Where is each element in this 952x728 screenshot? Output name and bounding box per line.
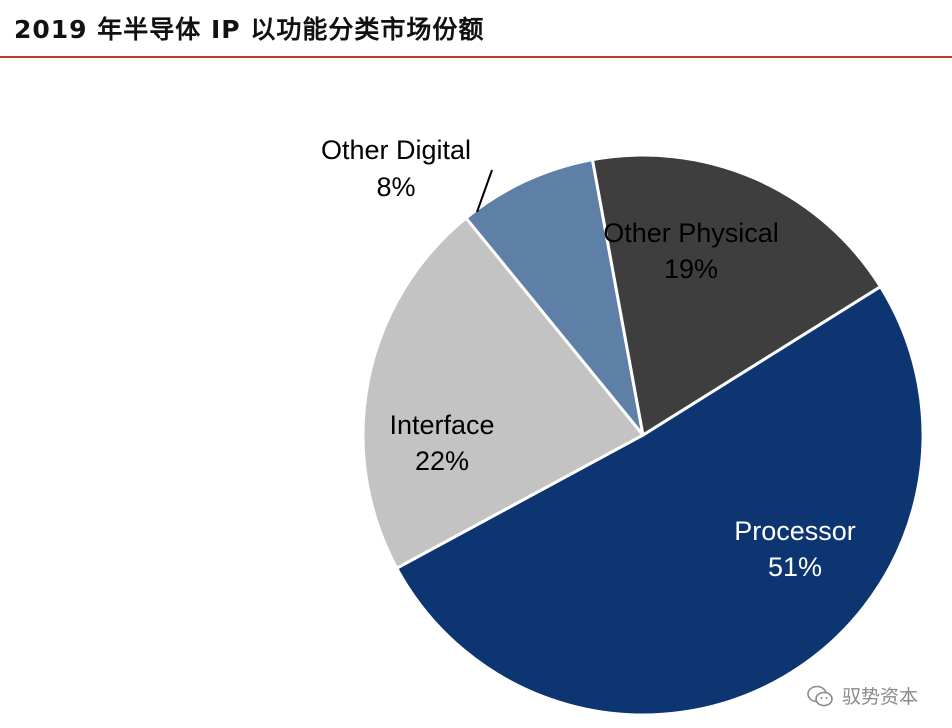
other-digital-leader-line [476,169,493,213]
slice-value-interface: 22% [415,446,469,476]
pie-slice-processor [394,284,925,717]
title-divider [0,56,952,58]
pie-slice-other-digital [463,157,645,436]
slice-label-interface: Interface [389,410,494,440]
slice-value-other-physical: 19% [664,254,718,284]
slice-value-other-digital: 8% [376,172,415,202]
slice-label-other-physical: Other Physical [603,218,779,248]
pie-slice-other-physical [590,153,883,438]
pie-slices [361,153,925,717]
watermark-text: 驭势资本 [842,686,919,708]
wechat-icon [807,685,833,706]
slice-label-processor: Processor [734,516,856,546]
watermark: 驭势资本 [806,682,918,709]
pie-labels: Processor 51% Interface 22% Other Digital 8% O… [321,135,856,582]
chart-title: 2019 年半导体 IP 以功能分类市场份额 [14,15,485,44]
pie-slice-interface [361,215,646,571]
slice-value-processor: 51% [768,552,822,582]
slice-label-other-digital: Other Digital [321,135,471,165]
